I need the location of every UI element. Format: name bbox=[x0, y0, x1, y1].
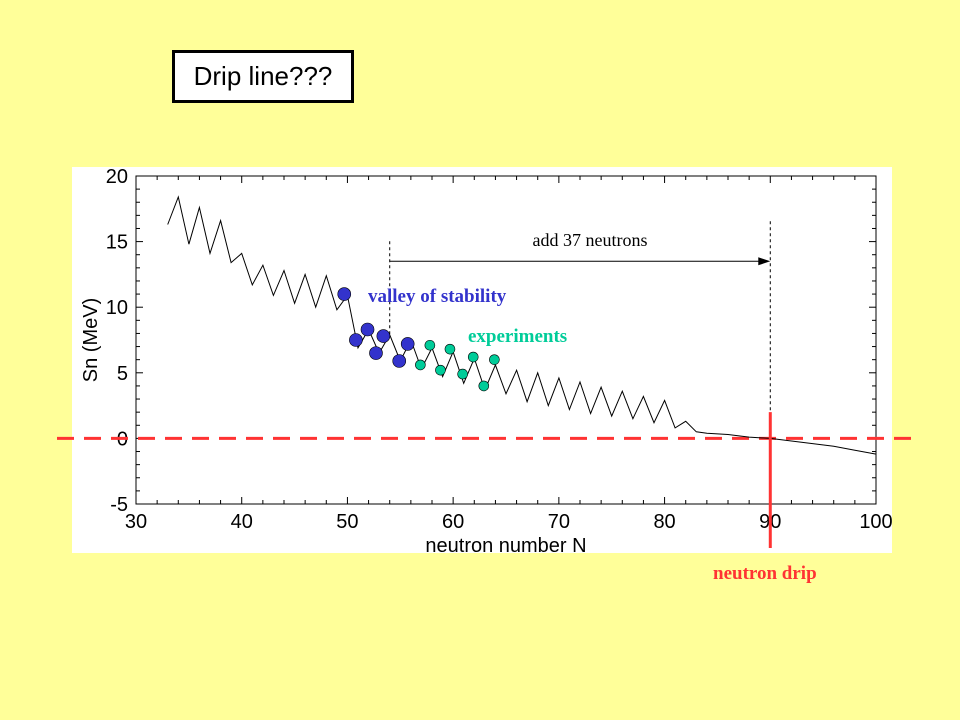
y-tick-label: 15 bbox=[106, 232, 128, 254]
experiment-point bbox=[415, 359, 426, 371]
y-tick-label: 20 bbox=[106, 166, 128, 188]
valley-point bbox=[400, 337, 415, 351]
valley-point bbox=[392, 354, 407, 368]
experiment-point bbox=[467, 351, 479, 363]
y-tick-label: 5 bbox=[117, 363, 128, 385]
x-tick-label: 40 bbox=[231, 511, 253, 533]
x-tick-label: 100 bbox=[859, 511, 892, 533]
arrow-label: add 37 neutrons bbox=[533, 230, 648, 250]
experiment-points bbox=[415, 339, 500, 392]
x-tick-label: 70 bbox=[548, 511, 570, 533]
y-tick-label: 10 bbox=[106, 297, 128, 319]
sn-series-line bbox=[167, 195, 877, 455]
y-axis-label: Sn (MeV) bbox=[80, 298, 102, 382]
valley-label: valley of stability bbox=[368, 286, 507, 307]
plot-background bbox=[72, 167, 892, 553]
valley-points bbox=[337, 287, 415, 368]
valley-point bbox=[337, 287, 352, 301]
experiment-point bbox=[489, 354, 500, 365]
x-tick-label: 60 bbox=[442, 511, 464, 533]
experiment-point bbox=[444, 343, 456, 355]
plot-frame bbox=[135, 175, 877, 505]
arrow-head bbox=[758, 257, 771, 266]
valley-point bbox=[360, 322, 375, 337]
x-axis-label: neutron number N bbox=[425, 535, 586, 557]
experiments-label: experiments bbox=[468, 326, 567, 347]
neutron-drip-label: neutron drip bbox=[713, 563, 817, 584]
valley-point bbox=[369, 346, 383, 360]
experiment-point bbox=[457, 368, 468, 380]
x-tick-label: 80 bbox=[653, 511, 675, 533]
x-tick-labels: 30405060708090100 bbox=[125, 511, 893, 533]
x-tick-label: 50 bbox=[336, 511, 358, 533]
experiment-point bbox=[435, 364, 446, 376]
x-tick-label: 30 bbox=[125, 511, 147, 533]
experiment-point bbox=[478, 380, 490, 392]
axis-ticks bbox=[135, 175, 877, 505]
y-tick-label: -5 bbox=[110, 494, 128, 516]
valley-point bbox=[349, 333, 363, 347]
slide-title: Drip line??? bbox=[172, 50, 354, 103]
valley-point bbox=[376, 329, 391, 343]
experiment-point bbox=[424, 339, 436, 351]
